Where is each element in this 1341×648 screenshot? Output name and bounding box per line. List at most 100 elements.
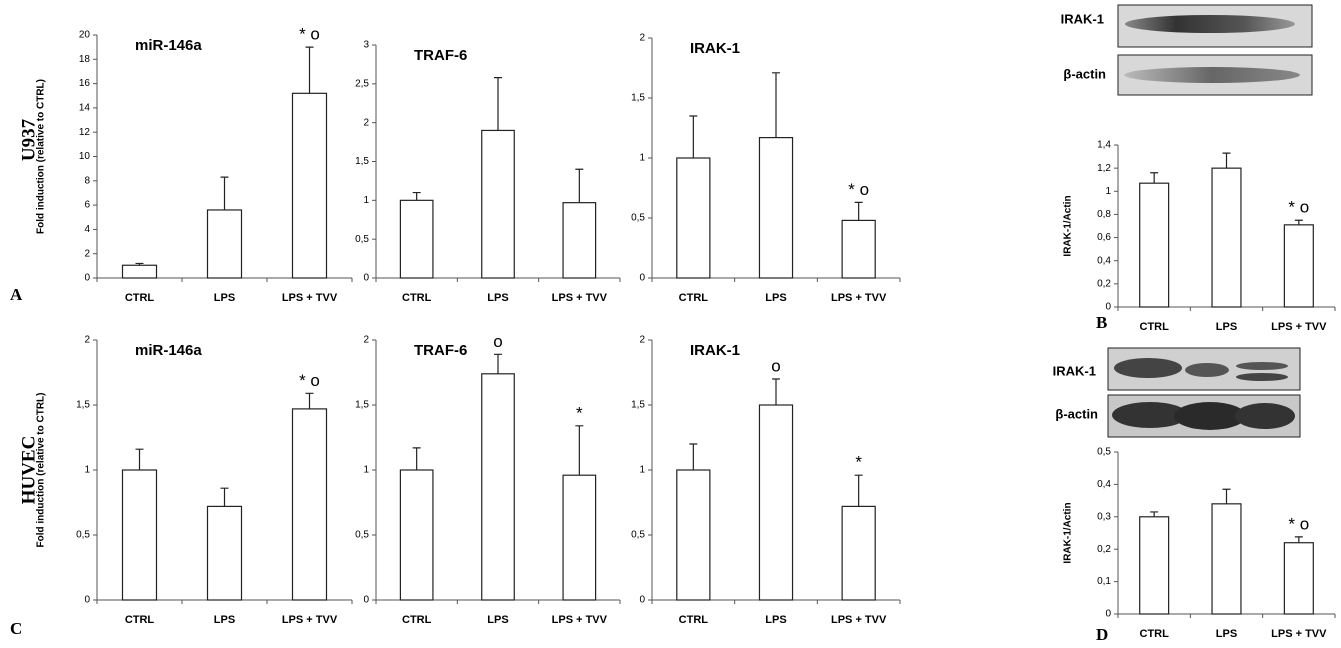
bar	[123, 470, 157, 600]
y-tick-label: 3	[363, 40, 369, 51]
bar	[677, 158, 710, 278]
x-tick-label: LPS + TVV	[831, 292, 887, 304]
bar	[563, 475, 596, 600]
bar	[400, 200, 433, 278]
error-bar	[306, 47, 314, 93]
y-tick-label: 1	[363, 195, 369, 206]
x-tick-label: LPS + TVV	[282, 292, 338, 304]
y-tick-label: 0	[84, 273, 90, 284]
x-tick-label: LPS + TVV	[831, 614, 887, 626]
error-bar	[413, 448, 421, 470]
y-tick-label: 1	[84, 465, 90, 476]
error-bar	[772, 379, 780, 405]
y-tick-label: 0,4	[1097, 479, 1111, 490]
y-tick-label: 16	[79, 78, 91, 89]
bar	[293, 409, 327, 600]
y-tick-label: 14	[79, 103, 91, 114]
x-tick-label: CTRL	[125, 292, 155, 304]
bar	[842, 220, 875, 278]
bar-annotation: * o	[1288, 198, 1309, 217]
y-tick-label: 20	[79, 30, 91, 41]
y-tick-label: 0	[84, 595, 90, 606]
x-tick-label: LPS + TVV	[282, 614, 338, 626]
y-tick-label: 4	[84, 224, 90, 235]
bar-annotation: * o	[299, 371, 320, 390]
x-tick-label: LPS + TVV	[1271, 321, 1327, 333]
bar	[1284, 225, 1313, 307]
error-bar	[1223, 153, 1231, 168]
bar	[1212, 504, 1241, 614]
y-tick-label: 0,8	[1097, 209, 1111, 220]
y-tick-label: 0	[1105, 302, 1111, 313]
bar-annotation: o	[493, 332, 502, 351]
blot-band	[1236, 362, 1288, 370]
blot-label: β-actin	[1055, 406, 1098, 421]
x-tick-label: CTRL	[402, 292, 432, 304]
y-tick-label: 0	[1105, 609, 1111, 620]
error-bar	[689, 444, 697, 470]
bar-annotation: * o	[848, 180, 869, 199]
y-tick-label: 1	[639, 465, 645, 476]
y-tick-label: 6	[84, 200, 90, 211]
x-tick-label: LPS	[214, 292, 235, 304]
y-tick-label: 2	[363, 335, 369, 346]
x-tick-label: CTRL	[1140, 321, 1170, 333]
bar	[677, 470, 710, 600]
error-bar	[494, 354, 502, 374]
bar	[1140, 517, 1169, 614]
x-tick-label: LPS	[765, 292, 786, 304]
y-tick-label: 0,5	[76, 530, 90, 541]
y-tick-label: 0,2	[1097, 278, 1111, 289]
bar	[208, 210, 242, 278]
error-bar	[1223, 489, 1231, 504]
y-tick-label: 1,4	[1097, 140, 1111, 151]
panel-letter: D	[1096, 625, 1108, 644]
y-tick-label: 0,3	[1097, 511, 1111, 522]
bar	[1212, 168, 1241, 307]
y-tick-label: 2	[363, 117, 369, 128]
bar-annotation: o	[771, 356, 780, 375]
x-tick-label: LPS	[1216, 321, 1237, 333]
panel-letter: A	[10, 285, 23, 304]
y-tick-label: 1	[363, 465, 369, 476]
x-tick-label: CTRL	[125, 614, 155, 626]
chart-title: IRAK-1	[690, 40, 740, 57]
y-tick-label: 1,2	[1097, 163, 1111, 174]
x-tick-label: LPS	[214, 614, 235, 626]
chart-title: miR-146a	[135, 37, 202, 54]
x-tick-label: LPS	[765, 614, 786, 626]
y-tick-label: 1	[1105, 186, 1111, 197]
bar-annotation: * o	[299, 25, 320, 44]
y-axis-label: Fold induction (relative to CTRL)	[36, 79, 47, 234]
y-tick-label: 2	[84, 335, 90, 346]
chart-title: miR-146a	[135, 342, 202, 359]
error-bar	[689, 116, 697, 158]
x-tick-label: LPS + TVV	[552, 614, 608, 626]
y-tick-label: 2	[639, 33, 645, 44]
error-bar	[1150, 512, 1158, 517]
x-tick-label: LPS	[487, 292, 508, 304]
chart-title: TRAF-6	[414, 342, 467, 359]
error-bar	[306, 393, 314, 409]
blot-label: IRAK-1	[1053, 363, 1096, 378]
error-bar	[1150, 173, 1158, 183]
error-bar	[855, 475, 863, 506]
y-tick-label: 1,5	[355, 156, 369, 167]
bar	[123, 265, 157, 278]
bar	[759, 405, 792, 600]
y-tick-label: 0,1	[1097, 576, 1111, 587]
y-tick-label: 8	[84, 175, 90, 186]
bar	[482, 130, 515, 278]
y-tick-label: 1,5	[355, 400, 369, 411]
error-bar	[855, 202, 863, 220]
y-tick-label: 0,5	[355, 234, 369, 245]
y-tick-label: 0	[363, 595, 369, 606]
error-bar	[136, 449, 144, 470]
blot-band	[1236, 373, 1288, 381]
y-tick-label: 0,5	[1097, 447, 1111, 458]
bar	[1140, 183, 1169, 307]
y-tick-label: 2	[639, 335, 645, 346]
y-axis-label: Fold induction (relative to CTRL)	[36, 393, 47, 548]
chart-title: TRAF-6	[414, 47, 467, 64]
x-tick-label: CTRL	[1140, 628, 1170, 640]
